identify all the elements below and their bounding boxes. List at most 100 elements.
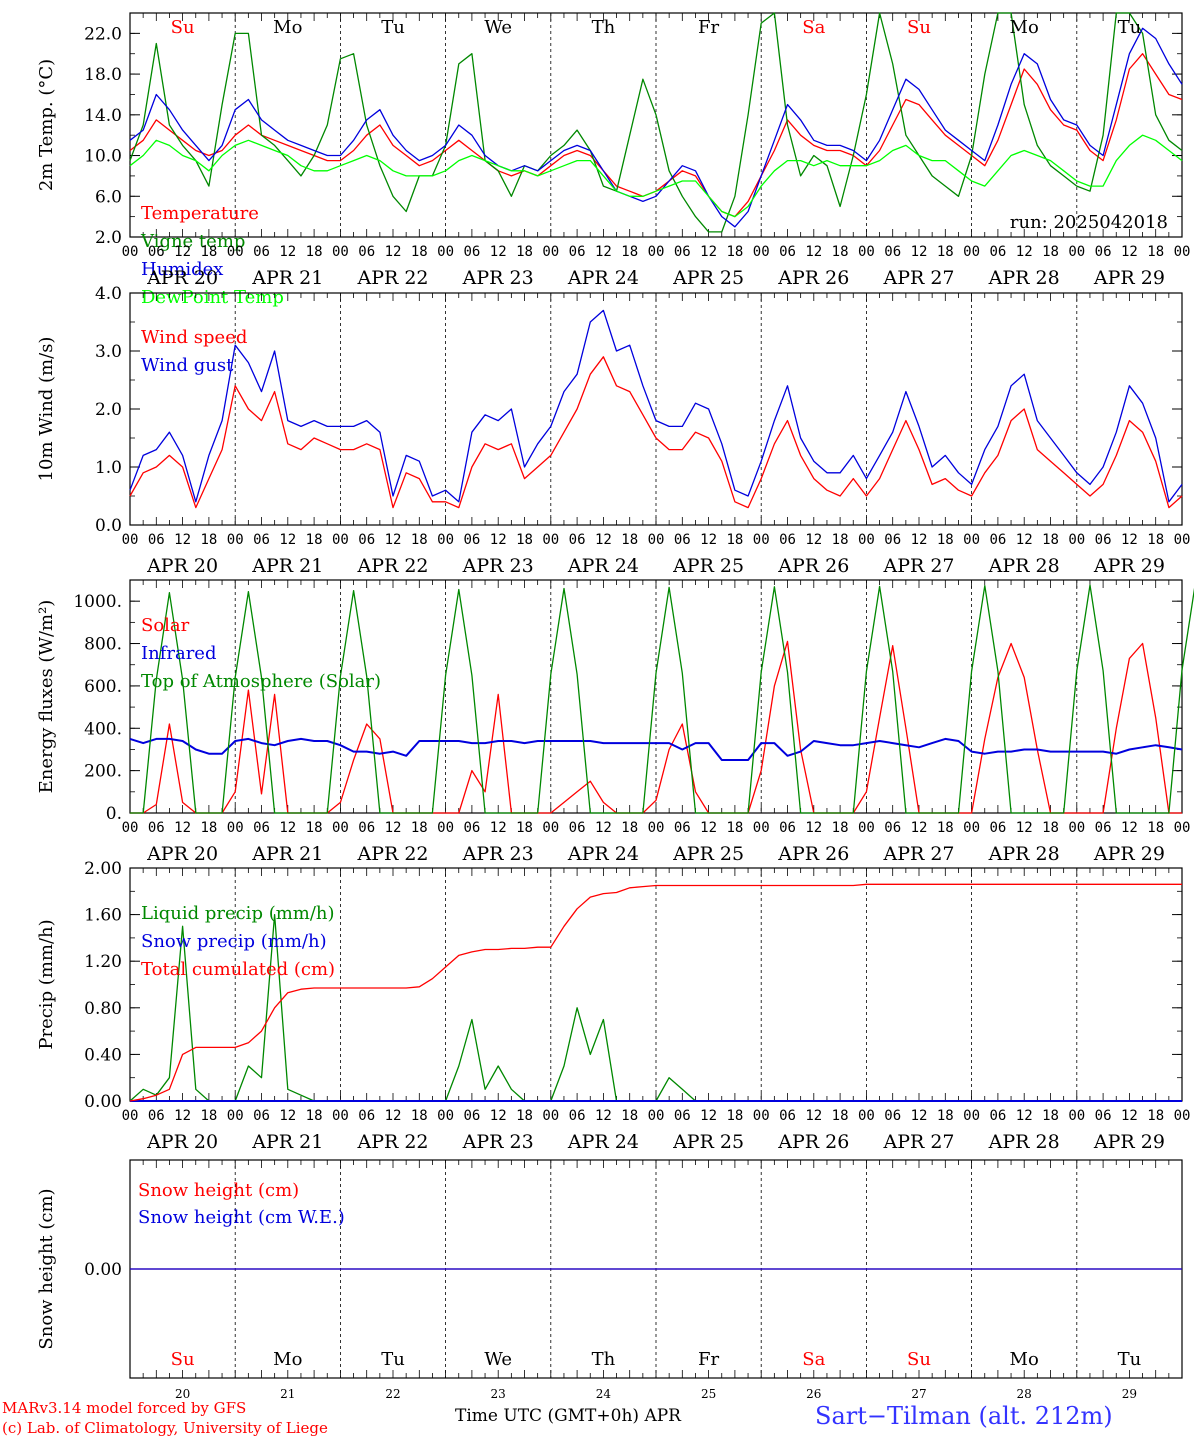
hour-label: 06 (148, 1108, 165, 1124)
date-label: APR 22 (356, 267, 428, 289)
hour-label: 00 (1174, 532, 1191, 548)
y-tick-label: 0.00 (84, 1260, 122, 1280)
day-number: 26 (806, 1387, 821, 1401)
hour-label: 12 (1121, 820, 1138, 836)
hour-label: 06 (884, 820, 901, 836)
y-tick-label: 14.0 (84, 106, 122, 126)
y-axis-title: Energy fluxes (W/m²) (36, 600, 57, 794)
hour-label: 12 (279, 532, 296, 548)
legend-entry: Humidex (141, 259, 223, 280)
hour-label: 06 (253, 244, 270, 260)
hour-label: 00 (227, 820, 244, 836)
day-number: 24 (596, 1387, 612, 1401)
hour-label: 00 (1068, 244, 1085, 260)
y-axis-title: Precip (mm/h) (36, 919, 57, 1049)
y-tick-label: 1000. (73, 592, 122, 612)
hour-label: 06 (463, 820, 480, 836)
legend-entry: Temperature (141, 203, 259, 224)
hour-label: 12 (595, 244, 612, 260)
hour-label: 06 (989, 820, 1006, 836)
hour-label: 12 (700, 1108, 717, 1124)
hour-label: 06 (884, 244, 901, 260)
series-line-3 (129, 883, 1182, 1102)
hour-label: 00 (122, 244, 139, 260)
hour-label: 18 (621, 532, 638, 548)
y-tick-label: 10.0 (84, 147, 122, 167)
date-label: APR 27 (882, 843, 954, 865)
hour-label: 12 (595, 820, 612, 836)
legend-entry: Infrared (141, 643, 216, 664)
hour-label: 06 (779, 820, 796, 836)
hour-label: 18 (621, 244, 638, 260)
hour-label: 00 (332, 244, 349, 260)
hour-label: 00 (858, 532, 875, 548)
hour-label: 18 (411, 820, 428, 836)
series-line-1 (129, 356, 1183, 509)
hour-label: 06 (674, 820, 691, 836)
hour-label: 06 (1095, 1108, 1112, 1124)
day-number: 20 (175, 1387, 190, 1401)
hour-label: 06 (1095, 820, 1112, 836)
series-line-3 (130, 584, 1194, 814)
hour-label: 00 (1174, 820, 1191, 836)
hour-label: 12 (595, 1108, 612, 1124)
hour-label: 12 (911, 244, 928, 260)
run-annotation: run: 2025042018 (1010, 212, 1168, 233)
hour-label: 18 (832, 532, 849, 548)
hour-label: 00 (753, 532, 770, 548)
hour-label: 18 (1147, 1108, 1164, 1124)
day-name: We (484, 17, 512, 38)
date-label: APR 25 (672, 1131, 744, 1153)
y-tick-label: 18.0 (84, 65, 122, 85)
hour-label: 06 (779, 1108, 796, 1124)
hour-label: 00 (332, 532, 349, 548)
day-name: Mo (273, 1349, 302, 1370)
hour-label: 18 (200, 1108, 217, 1124)
hour-label: 12 (700, 244, 717, 260)
hour-label: 06 (779, 532, 796, 548)
hour-label: 12 (1121, 1108, 1138, 1124)
hour-label: 00 (437, 820, 454, 836)
hour-label: 06 (989, 244, 1006, 260)
hour-label: 18 (411, 1108, 428, 1124)
hour-label: 06 (989, 1108, 1006, 1124)
series-line-4 (129, 134, 1183, 218)
hour-label: 18 (516, 820, 533, 836)
date-label: APR 26 (777, 1131, 849, 1153)
hour-label: 06 (674, 532, 691, 548)
panel-4: 0.00 0.40 0.80 1.20 1.60 2.00 Precip (mm/h) Liq… (36, 859, 1190, 1153)
panel-1: 2.0 6.0 10.0 14.0 18.0 22.0 2m Temp. (°C) Tempe… (36, 12, 1190, 308)
y-tick-label: 600. (84, 677, 122, 697)
day-name: Tu (1118, 1349, 1142, 1370)
hour-label: 18 (411, 532, 428, 548)
date-label: APR 20 (146, 555, 218, 577)
hour-label: 06 (358, 1108, 375, 1124)
date-label: APR 24 (567, 267, 639, 289)
hour-label: 12 (700, 532, 717, 548)
hour-label: 18 (621, 820, 638, 836)
legend-entry: Snow precip (mm/h) (141, 931, 327, 952)
legend-entry: Vigne temp (140, 231, 245, 252)
hour-label: 06 (148, 532, 165, 548)
hour-label: 06 (569, 532, 586, 548)
hour-label: 18 (516, 1108, 533, 1124)
hour-label: 12 (805, 532, 822, 548)
series-line-1 (130, 640, 1182, 814)
date-label: APR 28 (988, 1131, 1060, 1153)
hour-label: 00 (753, 820, 770, 836)
hour-label: 00 (753, 1108, 770, 1124)
hour-label: 12 (595, 532, 612, 548)
hour-label: 00 (437, 1108, 454, 1124)
hour-label: 12 (911, 1108, 928, 1124)
day-name: Su (171, 1349, 195, 1370)
hour-label: 12 (805, 244, 822, 260)
date-label: APR 23 (462, 555, 534, 577)
y-tick-label: 0. (106, 804, 122, 824)
date-label: APR 21 (251, 555, 323, 577)
hour-label: 18 (937, 244, 954, 260)
hour-label: 00 (963, 820, 980, 836)
hour-label: 18 (937, 1108, 954, 1124)
hour-label: 06 (674, 1108, 691, 1124)
hour-label: 06 (1095, 532, 1112, 548)
y-axis-title: 10m Wind (m/s) (36, 337, 57, 482)
